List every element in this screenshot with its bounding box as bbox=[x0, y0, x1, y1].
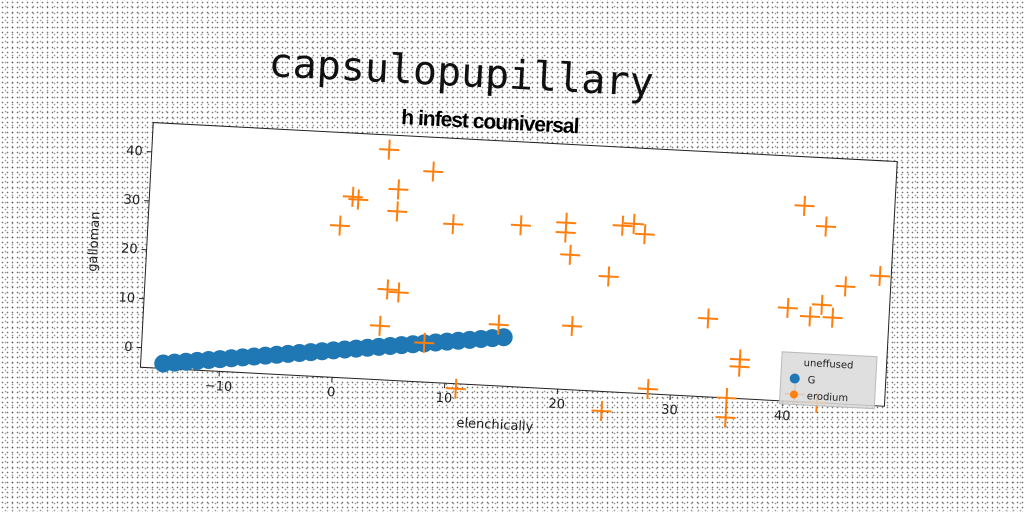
point-erodium bbox=[342, 186, 363, 207]
point-erodium bbox=[560, 244, 581, 265]
y-tick-label: 20 bbox=[121, 241, 138, 257]
x-tick-label: 20 bbox=[548, 397, 565, 413]
point-erodium bbox=[388, 282, 409, 303]
point-erodium bbox=[562, 316, 583, 337]
point-erodium bbox=[811, 294, 832, 315]
point-erodium bbox=[799, 306, 821, 327]
point-erodium bbox=[329, 215, 351, 236]
x-tick-label: 0 bbox=[327, 385, 336, 400]
point-erodium bbox=[387, 201, 408, 222]
x-tick-label: 40 bbox=[773, 408, 790, 424]
point-erodium bbox=[591, 400, 612, 422]
point-erodium bbox=[715, 407, 736, 428]
point-erodium bbox=[623, 213, 645, 234]
point-erodium bbox=[423, 161, 444, 182]
point-erodium bbox=[835, 276, 856, 297]
point-erodium bbox=[637, 378, 658, 399]
point-erodium bbox=[822, 307, 843, 328]
x-tick-label: −10 bbox=[204, 379, 232, 395]
point-erodium bbox=[348, 189, 369, 210]
point-erodium bbox=[612, 215, 633, 236]
point-erodium bbox=[598, 266, 619, 287]
series-G bbox=[154, 328, 513, 373]
point-erodium bbox=[716, 387, 737, 408]
y-axis: 0 10 20 30 40 bbox=[118, 144, 152, 355]
y-tick-label: 10 bbox=[118, 290, 135, 306]
point-erodium bbox=[445, 378, 466, 399]
point-erodium bbox=[698, 308, 719, 329]
point-erodium bbox=[634, 224, 655, 245]
point-erodium bbox=[510, 215, 531, 236]
legend-marker-g bbox=[789, 373, 800, 384]
point-erodium bbox=[369, 315, 391, 336]
legend-box bbox=[778, 351, 878, 410]
point-erodium bbox=[488, 314, 509, 335]
legend-label-g: G bbox=[807, 375, 815, 386]
series-erodium bbox=[329, 139, 890, 428]
point-erodium bbox=[777, 297, 798, 318]
legend-marker-erodium bbox=[789, 390, 798, 399]
point-erodium bbox=[443, 214, 464, 235]
point-erodium bbox=[388, 179, 409, 200]
point-erodium bbox=[414, 332, 435, 353]
point-erodium bbox=[379, 139, 400, 160]
y-tick-label: 30 bbox=[123, 193, 140, 209]
x-axis-label: elenchically bbox=[456, 416, 534, 435]
x-axis: −10 0 10 20 30 40 bbox=[204, 371, 791, 424]
y-tick-label: 0 bbox=[124, 340, 133, 355]
point-erodium bbox=[555, 222, 576, 243]
point-erodium bbox=[729, 356, 750, 377]
x-tick-label: 10 bbox=[435, 391, 452, 407]
legend-label-erodium: erodium bbox=[807, 391, 849, 404]
plot-area bbox=[139, 122, 898, 407]
legend: uneffused G erodium bbox=[778, 351, 878, 410]
legend-title: uneffused bbox=[803, 358, 853, 372]
point-erodium bbox=[869, 265, 890, 287]
x-tick-label: 30 bbox=[661, 403, 678, 419]
point-erodium bbox=[377, 279, 398, 300]
y-tick-label: 40 bbox=[126, 144, 143, 160]
point-erodium bbox=[794, 195, 815, 216]
data-layer bbox=[154, 139, 890, 428]
point-erodium bbox=[815, 216, 837, 237]
y-axis-label: galloman bbox=[85, 211, 103, 272]
